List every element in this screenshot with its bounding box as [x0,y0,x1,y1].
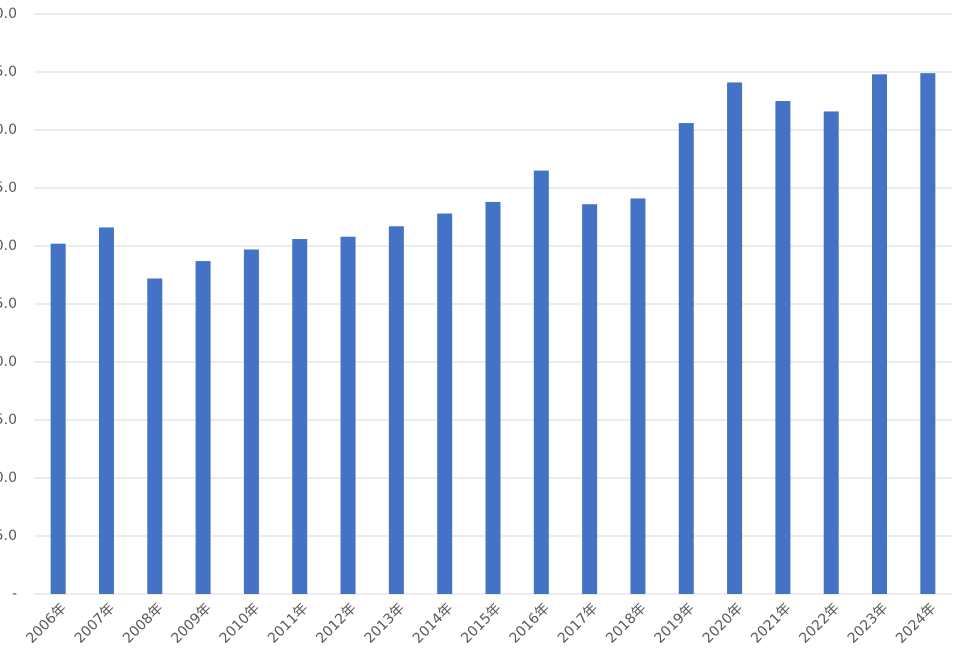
y-tick-label: 25.0 [0,296,17,312]
x-tick-label: 2020年 [700,600,746,646]
x-tick-label: 2008年 [120,600,166,646]
bar [678,123,694,594]
bar [147,278,163,594]
x-tick-label: 2014年 [410,600,456,646]
x-tick-label: 2006年 [23,600,69,646]
bar [195,261,211,594]
bar [727,82,743,594]
bar [388,226,404,594]
bar [920,73,936,594]
bar [292,239,308,595]
y-tick-label: 20.0 [0,354,17,370]
bar [98,227,114,594]
y-tick-label: 15.0 [0,412,17,428]
x-tick-label: 2012年 [313,600,359,646]
x-tick-label: 2022年 [796,600,842,646]
bar [485,201,501,595]
y-tick-label: 35.0 [0,180,17,196]
y-tick-label: 45.0 [0,64,17,80]
x-tick-label: 2015年 [458,600,504,646]
bar [872,74,888,594]
bar [775,101,791,594]
bar [50,243,66,594]
bar [582,204,598,595]
y-tick-label: 10.0 [0,470,17,486]
x-tick-label: 2017年 [555,600,601,646]
bar [823,111,839,594]
x-tick-label: 2023年 [845,600,891,646]
x-tick-label: 2007年 [72,600,118,646]
x-tick-label: 2011年 [265,600,311,646]
x-tick-label: 2016年 [507,600,553,646]
bar [630,198,646,594]
x-tick-label: 2010年 [217,600,263,646]
x-tick-label: 2019年 [652,600,698,646]
bar [533,170,549,594]
x-tick-label: 2009年 [168,600,214,646]
x-tick-label: 2021年 [748,600,794,646]
y-tick-label: - [12,586,17,602]
y-tick-label: 50.0 [0,6,17,22]
x-tick-label: 2024年 [893,600,939,646]
bar [340,236,356,594]
bar [437,213,453,594]
x-tick-label: 2013年 [362,600,408,646]
bar [243,249,259,595]
y-tick-label: 5.0 [0,528,17,544]
y-tick-label: 30.0 [0,238,17,254]
x-tick-label: 2018年 [603,600,649,646]
y-tick-label: 40.0 [0,122,17,138]
